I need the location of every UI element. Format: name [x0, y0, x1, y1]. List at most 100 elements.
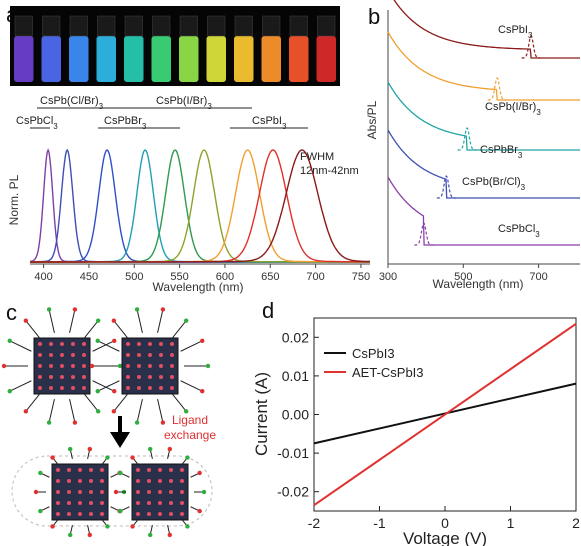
- ligand-head-tr-11: [160, 307, 166, 312]
- ligand-tl-13: [92, 340, 115, 352]
- lattice-dot-top-right-02: [126, 364, 130, 368]
- lattice-dot-top-left-33: [71, 375, 75, 379]
- lattice-dot-bottom-right-00: [136, 468, 140, 472]
- ligand-head-bl-9: [50, 455, 55, 460]
- iv-x-tick-label--2: -2: [308, 515, 321, 531]
- ligand-tr-10: [136, 309, 143, 333]
- vial-cap-2: [42, 15, 61, 37]
- lattice-dot-bottom-right-23: [158, 501, 162, 505]
- ligand-exchange-label-2: exchange: [164, 428, 216, 442]
- iv-y-tick-label-0.00: 0.00: [282, 407, 309, 423]
- iv-plot: Current (A) Voltage (V) CsPbI3 AET-CsPbI…: [252, 317, 580, 546]
- vial-photo-background: [10, 6, 340, 86]
- lattice-dot-top-left-22: [60, 364, 64, 368]
- pl-peak-2: [436, 175, 456, 199]
- ligand-head-bl-12: [105, 455, 110, 460]
- lattice-dot-top-right-12: [137, 364, 141, 368]
- lattice-dot-top-left-31: [71, 353, 75, 357]
- lattice-dot-top-right-20: [148, 342, 152, 346]
- abs-series-label-3: CsPbBr3: [480, 144, 523, 160]
- iv-y-tick-label--0.02: -0.02: [277, 484, 309, 500]
- vial-10: [261, 36, 281, 82]
- lattice-dot-top-right-30: [159, 342, 163, 346]
- ligand-tl-4: [48, 399, 55, 423]
- fwhm-range: 12nm-42nm: [300, 165, 359, 177]
- ligand-head-br-13: [197, 470, 202, 476]
- abs-x-axis-label: Wavelength (nm): [433, 277, 524, 291]
- lattice-dot-bottom-left-20: [78, 468, 82, 472]
- abs-series-label-5: CsPbI3: [498, 24, 533, 40]
- lattice-dot-top-left-14: [49, 386, 53, 390]
- lattice-dot-bottom-left-24: [78, 512, 82, 516]
- lattice-dot-bottom-right-24: [158, 512, 162, 516]
- lattice-dot-top-right-42: [170, 364, 174, 368]
- lattice-dot-top-left-03: [38, 375, 42, 379]
- lattice-dot-top-left-12: [49, 364, 53, 368]
- vial-cap-7: [179, 15, 198, 37]
- vial-cap-5: [124, 15, 143, 37]
- abs-x-tick-label-700: 700: [529, 271, 547, 283]
- abs-x-tick-label-500: 500: [454, 271, 472, 283]
- lattice-dot-top-left-30: [71, 342, 75, 346]
- iv-y-tick-label-0.01: 0.01: [282, 368, 309, 384]
- ligand-head-tl-1: [112, 388, 117, 394]
- abs-series-label-4: CsPb(I/Br)3: [485, 101, 541, 117]
- abs-series-5: [393, 0, 580, 59]
- ligand-head-tl-4: [46, 420, 52, 425]
- ligand-head-bl-4: [68, 532, 73, 538]
- ligand-head-tl-8: [7, 338, 12, 344]
- label-cspbi3: CsPbI3: [252, 115, 287, 131]
- vial-cap-8: [207, 15, 226, 37]
- lattice-dot-top-right-33: [159, 375, 163, 379]
- lattice-dot-bottom-left-01: [56, 479, 60, 483]
- vial-3: [69, 36, 89, 82]
- lattice-dot-bottom-left-44: [100, 512, 104, 516]
- ligand-head-br-12: [185, 455, 190, 460]
- ligand-head-tr-6: [95, 388, 100, 394]
- vial-1: [14, 36, 34, 82]
- abs-pl-plot: Abs/PL Wavelength (nm) CsPbCl3 CsPb(Br/Cl…: [365, 0, 580, 291]
- ligand-head-br-4: [148, 532, 153, 538]
- ligand-head-br-11: [167, 446, 172, 452]
- abs-series-label-1: CsPbCl3: [498, 223, 540, 239]
- exchange-arrow-head: [110, 432, 130, 448]
- ligand-tr-2: [170, 392, 187, 412]
- panel-a-group-labels: CsPb(Cl/Br)3 CsPbBr3 CsPb(I/Br)3 CsPbCl3…: [16, 95, 359, 177]
- vial-cap-11: [289, 15, 308, 37]
- label-cspb-cl-br: CsPb(Cl/Br)3: [40, 95, 104, 111]
- ligand-head-br-8: [118, 470, 123, 476]
- lattice-dot-bottom-right-44: [180, 512, 184, 516]
- lattice-dot-top-right-44: [170, 386, 174, 390]
- pl-peak-4: [487, 77, 507, 101]
- lattice-dot-bottom-right-01: [136, 479, 140, 483]
- vial-cap-10: [262, 15, 281, 37]
- pl-x-tick-label-750: 750: [352, 271, 370, 283]
- ligand-tl-3: [69, 399, 76, 423]
- abs-series-2: [387, 129, 580, 199]
- ligand-head-tl-9: [23, 318, 29, 323]
- lattice-dot-bottom-left-40: [100, 468, 104, 472]
- ligand-tr-5: [113, 392, 130, 412]
- lattice-dot-bottom-right-13: [147, 501, 151, 505]
- lattice-dot-bottom-left-14: [67, 512, 71, 516]
- ligand-tl-6: [9, 380, 32, 392]
- lattice-dot-top-right-21: [148, 353, 152, 357]
- ligand-head-tr-12: [183, 318, 189, 323]
- vial-cap-3: [69, 15, 88, 37]
- ligand-head-br-7: [113, 489, 119, 495]
- ligand-head-bl-5: [50, 524, 55, 529]
- ligand-head-tr-13: [200, 338, 205, 344]
- vial-cap-12: [317, 15, 336, 37]
- ligand-head-bl-8: [38, 470, 43, 476]
- abs-y-axis-label: Abs/PL: [365, 100, 379, 139]
- ligand-head-br-5: [130, 524, 135, 529]
- lattice-dot-bottom-right-33: [169, 501, 173, 505]
- ligand-head-br-6: [118, 508, 123, 514]
- lattice-dot-bottom-right-32: [169, 490, 173, 494]
- ligand-head-tr-5: [111, 409, 117, 414]
- ligand-tl-2: [82, 392, 99, 412]
- iv-y-tick-label-0.02: 0.02: [282, 329, 309, 345]
- lattice-dot-top-right-23: [148, 375, 152, 379]
- lattice-dot-bottom-right-11: [147, 479, 151, 483]
- ligand-head-tr-4: [134, 420, 140, 425]
